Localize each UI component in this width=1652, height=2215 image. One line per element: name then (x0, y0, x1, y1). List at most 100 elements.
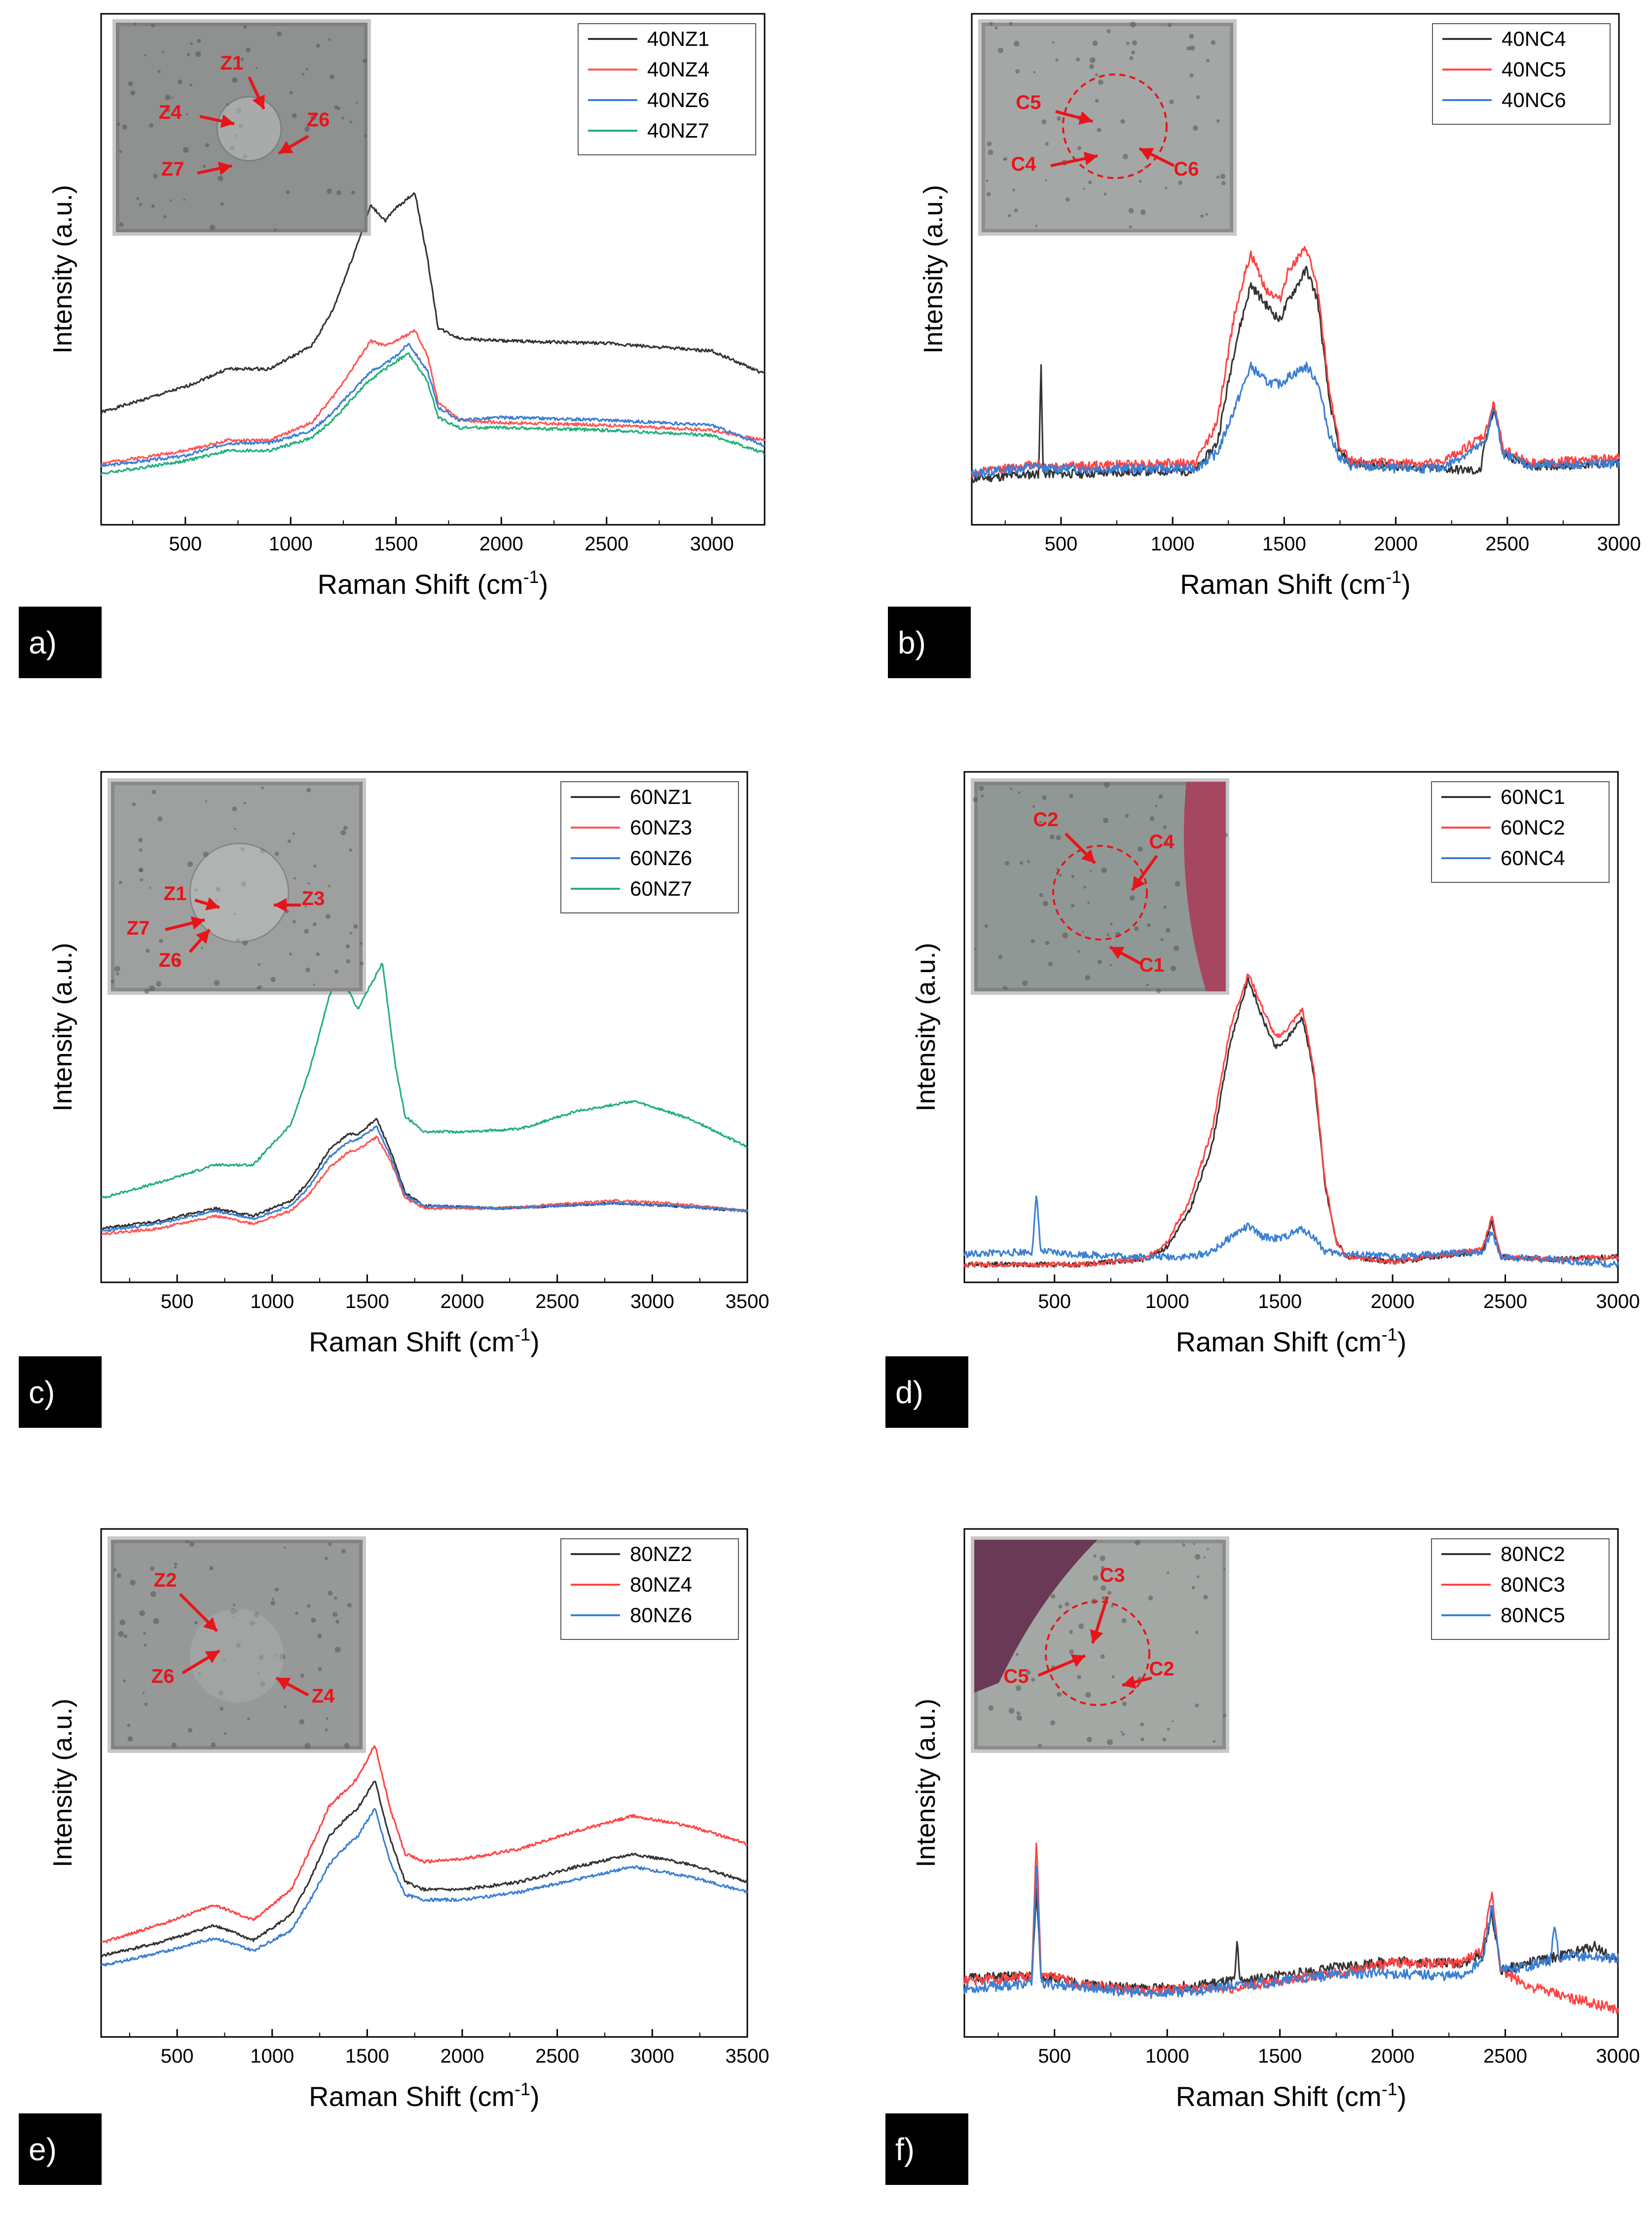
inset-speck (1122, 153, 1128, 160)
inset-speck (211, 1742, 216, 1748)
x-axis-label-main: Raman Shift (cm (309, 2081, 514, 2112)
inset-speck (997, 47, 1004, 53)
inset-stain-region (974, 1540, 1098, 1693)
series-line-80NZ6 (101, 1808, 748, 1967)
x-tick-label: 2500 (535, 2045, 579, 2067)
legend-label: 40NZ6 (647, 88, 709, 111)
inset-speck (336, 190, 341, 195)
x-axis-label: Raman Shift (cm-1) (309, 1324, 540, 1357)
inset-speck (316, 43, 320, 48)
inset-speck (232, 1603, 236, 1606)
inset-speck (1122, 1701, 1127, 1707)
series-line-80NC5 (963, 1865, 1619, 1999)
inset-speck (313, 922, 317, 926)
x-tick-label: 2500 (1485, 533, 1529, 555)
inset-speck (1010, 787, 1013, 790)
inset-speck (151, 204, 155, 208)
x-axis-label-main: Raman Shift (cm (1180, 569, 1386, 600)
inset-speck (1051, 1594, 1056, 1599)
x-tick-label: 2000 (1371, 1291, 1415, 1312)
inset-speck (1059, 873, 1062, 877)
inset-speck (1052, 41, 1055, 44)
inset-speck (1165, 186, 1168, 189)
x-tick-label: 1000 (250, 1291, 294, 1312)
inset-speck (1182, 1543, 1185, 1547)
inset-speck (305, 967, 310, 973)
x-tick-label: 2500 (585, 533, 628, 555)
inset-speck (986, 179, 989, 182)
inset-speck (334, 105, 338, 109)
x-tick-label: 3000 (1596, 2045, 1640, 2067)
inset-speck (283, 1546, 286, 1549)
inset-speck (344, 1743, 350, 1748)
inset-speck (270, 977, 276, 982)
x-axis-label-main: Raman Shift (cm (309, 1326, 514, 1357)
inset-speck (1101, 1596, 1106, 1600)
legend-box (1431, 781, 1610, 883)
inset-speck (1103, 192, 1107, 196)
inset-speck (116, 122, 120, 126)
inset-speck (119, 1619, 126, 1626)
inset-speck (325, 1557, 328, 1561)
inset-speck (364, 134, 367, 138)
inset-speck (1093, 1575, 1099, 1581)
series-line-60NC4 (963, 1195, 1619, 1269)
inset-speck (1138, 846, 1143, 852)
inset-speck (218, 176, 223, 182)
inset-speck (1222, 1713, 1227, 1718)
inset-speck (1130, 895, 1135, 901)
inset-speck (1058, 1604, 1063, 1609)
inset-speck (1032, 805, 1035, 808)
inset-speck (127, 1736, 133, 1742)
inset-speck (1206, 59, 1210, 63)
inset-speck (114, 966, 120, 972)
inset-speck (176, 959, 180, 963)
inset-speck (306, 788, 311, 793)
inset-speck (1166, 928, 1171, 933)
panel-tag-box (885, 1356, 968, 1428)
inset-speck (1100, 1555, 1105, 1561)
inset-speck (130, 1579, 136, 1586)
inset-speck (1098, 79, 1103, 85)
inset-speck (116, 1573, 121, 1578)
chart-panel-6: 500 1000 1500 2000 2500 3000 Raman Shift (cm-1… (885, 1528, 1640, 2185)
inset-speck (277, 31, 282, 36)
inset-speck (1026, 1670, 1031, 1675)
inset-speck (330, 74, 335, 79)
inset-point-label: C1 (1139, 954, 1164, 976)
legend-label: 40NZ1 (647, 27, 709, 50)
inset-speck (177, 79, 183, 84)
inset-point-label: Z7 (161, 158, 184, 180)
inset-speck (195, 51, 201, 57)
inset-point-label: Z4 (159, 102, 182, 123)
inset-speck (157, 816, 163, 822)
inset-speck (1126, 41, 1130, 45)
inset-speck (1160, 938, 1164, 941)
inset-speck (1220, 174, 1226, 179)
inset-speck (1111, 1675, 1115, 1678)
inset-speck (130, 90, 136, 96)
inset-speck (1195, 1631, 1199, 1634)
x-tick-label: 1000 (1151, 533, 1195, 555)
inset-speck (148, 985, 155, 991)
inset-speck (234, 828, 236, 830)
inset-speck (122, 124, 127, 130)
inset-arrow-head (274, 898, 287, 912)
inset-speck (119, 150, 122, 153)
inset-speck (257, 985, 262, 989)
inset-speck (201, 947, 203, 949)
inset-speck (1189, 34, 1194, 39)
inset-speck (1196, 95, 1200, 99)
inset-arrow-head (218, 161, 232, 176)
inset-speck (1071, 874, 1075, 878)
inset-speck (335, 1620, 339, 1624)
inset-arrow-head (1078, 111, 1093, 125)
inset-vignette (978, 19, 1237, 236)
inset-speck (1135, 1540, 1140, 1546)
inset-speck (139, 868, 144, 872)
inset-speck (205, 800, 208, 802)
inset-speck (189, 83, 192, 87)
inset-speck (989, 22, 993, 26)
inset-spot (190, 1609, 284, 1703)
